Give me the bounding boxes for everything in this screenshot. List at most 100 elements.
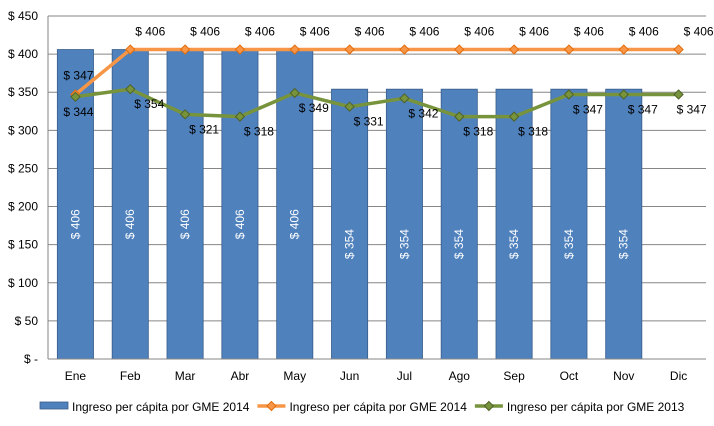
line-data-label: $ 406 bbox=[135, 25, 165, 39]
y-axis: $ - $ 50 $ 100 $ 150 $ 200 $ 250 $ 300 $ 350 $ 4… bbox=[8, 9, 49, 366]
x-tick-label: Oct bbox=[560, 369, 579, 383]
y-tick-label: $ 50 bbox=[15, 314, 39, 328]
gridlines bbox=[48, 15, 706, 322]
line-point bbox=[289, 44, 300, 55]
bar bbox=[166, 49, 204, 360]
line-data-label: $ 318 bbox=[463, 125, 493, 139]
bar-data-label: $ 406 bbox=[178, 209, 192, 239]
bar-data-label: $ 406 bbox=[233, 209, 247, 239]
line-point bbox=[508, 44, 520, 55]
y-tick-label: $ 100 bbox=[8, 276, 38, 290]
x-axis: Ene Feb Mar Abr May Jun Jul Ago Sep Oct Nov Dic bbox=[48, 358, 706, 383]
line-data-label: $ 406 bbox=[409, 25, 439, 39]
bar-data-labels: $ 406 $ 406 $ 406 $ 406 $ 406 $ 354 $ 354 $ 354… bbox=[68, 209, 630, 259]
bar-data-label: $ 354 bbox=[617, 229, 631, 259]
line-data-label: $ 406 bbox=[245, 25, 275, 39]
line-data-label: $ 349 bbox=[299, 101, 329, 115]
line-point bbox=[344, 101, 355, 112]
line-data-label: $ 347 bbox=[63, 69, 93, 83]
bar bbox=[221, 49, 259, 360]
y-tick-label: $ 200 bbox=[8, 200, 38, 214]
line-data-label: $ 318 bbox=[518, 125, 548, 139]
line-point bbox=[673, 89, 684, 100]
line-point bbox=[289, 87, 300, 99]
line-point bbox=[454, 44, 465, 55]
legend: Ingreso per cápita por GME 2014 Ingreso p… bbox=[39, 400, 685, 414]
line-point bbox=[125, 83, 136, 95]
bar bbox=[550, 88, 588, 360]
line-data-label: $ 406 bbox=[519, 25, 549, 39]
line-data-label: $ 331 bbox=[354, 115, 384, 129]
line-data-label: $ 354 bbox=[134, 97, 164, 111]
y-tick-label: $ - bbox=[24, 352, 38, 366]
x-tick-label: Feb bbox=[120, 369, 141, 383]
bar-data-label: $ 406 bbox=[288, 209, 302, 239]
line-point bbox=[179, 109, 191, 120]
line-point bbox=[508, 111, 520, 122]
line-point bbox=[673, 44, 684, 55]
x-tick-label: Jun bbox=[340, 369, 359, 383]
line-point bbox=[618, 44, 629, 55]
line-point bbox=[399, 93, 410, 104]
line-data-label: $ 406 bbox=[464, 25, 494, 39]
bar-data-label: $ 354 bbox=[343, 229, 357, 259]
line-point bbox=[563, 44, 575, 55]
line-series bbox=[70, 44, 684, 122]
legend-entry-label: Ingreso per cápita por GME 2014 bbox=[72, 400, 250, 414]
line-point bbox=[618, 89, 629, 100]
bar bbox=[276, 49, 314, 360]
x-tick-label: Sep bbox=[503, 369, 525, 383]
line-point bbox=[563, 89, 575, 100]
line-point bbox=[454, 111, 465, 122]
bar bbox=[111, 49, 149, 360]
line-data-label: $ 347 bbox=[573, 103, 603, 117]
y-tick-label: $ 450 bbox=[8, 9, 38, 23]
line-data-label: $ 406 bbox=[190, 25, 220, 39]
bar bbox=[385, 88, 423, 360]
line-series-2013 bbox=[75, 87, 679, 119]
y-tick-label: $ 350 bbox=[8, 85, 38, 99]
line-point bbox=[234, 44, 246, 55]
bar-data-label: $ 354 bbox=[562, 229, 576, 259]
x-tick-label: May bbox=[283, 369, 306, 383]
x-tick-label: Ene bbox=[65, 369, 87, 383]
y-tick-label: $ 300 bbox=[8, 123, 38, 137]
line-point bbox=[70, 91, 81, 103]
line-data-label: $ 347 bbox=[677, 103, 707, 117]
bar bbox=[605, 88, 643, 360]
bar-data-label: $ 354 bbox=[507, 229, 521, 259]
line-point bbox=[399, 44, 410, 55]
line-data-label: $ 406 bbox=[574, 25, 604, 39]
legend-swatch-marker bbox=[266, 400, 277, 412]
line-data-label: $ 344 bbox=[63, 105, 93, 119]
bar-data-label: $ 406 bbox=[68, 209, 82, 239]
legend-swatch-marker bbox=[483, 400, 495, 412]
line-data-label: $ 406 bbox=[684, 25, 714, 39]
legend-entry-label: Ingreso per cápita por GME 2014 bbox=[289, 400, 467, 414]
bar-data-label: $ 406 bbox=[123, 209, 137, 239]
bar-data-label: $ 354 bbox=[452, 229, 466, 259]
x-tick-label: Nov bbox=[613, 369, 634, 383]
line-data-label: $ 347 bbox=[628, 103, 658, 117]
line-data-label: $ 406 bbox=[300, 25, 330, 39]
line-point bbox=[344, 44, 355, 55]
line-point bbox=[125, 44, 136, 55]
legend-entry-label: Ingreso per cápita por GME 2013 bbox=[507, 400, 685, 414]
line-data-label: $ 342 bbox=[408, 106, 438, 120]
x-tick-label: Ago bbox=[449, 369, 471, 383]
y-tick-label: $ 250 bbox=[8, 161, 38, 175]
legend-swatch-bar bbox=[39, 401, 69, 410]
x-tick-label: Abr bbox=[231, 369, 250, 383]
line-data-label: $ 321 bbox=[189, 122, 219, 136]
line-point bbox=[179, 44, 191, 55]
bar bbox=[440, 88, 478, 360]
line-series-2014 bbox=[74, 47, 679, 96]
bar bbox=[331, 88, 369, 360]
x-tick-label: Dic bbox=[670, 369, 687, 383]
y-tick-label: $ 150 bbox=[8, 238, 38, 252]
x-tick-label: Jul bbox=[397, 369, 412, 383]
line-data-labels: $ 347 $ 406 $ 406 $ 406 $ 406 $ 406 $ 406 $ 406… bbox=[63, 25, 714, 139]
bar-data-label: $ 354 bbox=[397, 229, 411, 259]
line-data-label: $ 406 bbox=[355, 25, 385, 39]
line-point bbox=[234, 111, 246, 122]
